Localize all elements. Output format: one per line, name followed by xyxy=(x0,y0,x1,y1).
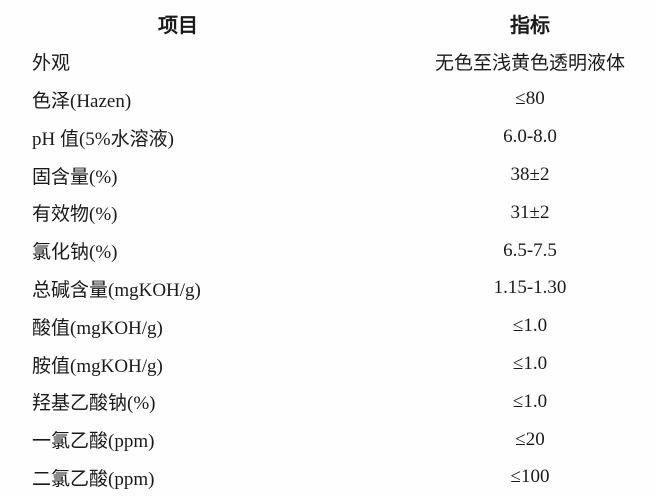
item-cell: 一氯乙酸(ppm) xyxy=(32,431,155,453)
spec-cell: ≤100 xyxy=(510,466,550,488)
table-row: 胺值(mgKOH/g) ≤1.0 xyxy=(0,345,654,383)
spec-cell: 1.15-1.30 xyxy=(493,277,567,299)
item-cell: 二氯乙酸(ppm) xyxy=(32,468,155,490)
item-cell: 有效物(%) xyxy=(32,204,118,226)
table-row: 羟基乙酸钠(%) ≤1.0 xyxy=(0,383,654,421)
spec-cell: 无色至浅黄色透明液体 xyxy=(434,53,625,75)
table-row: 一氯乙酸(ppm) ≤20 xyxy=(0,421,654,459)
table-row: 二氯乙酸(ppm) ≤100 xyxy=(0,459,654,496)
spec-cell: 38±2 xyxy=(510,164,550,186)
item-cell: 胺值(mgKOH/g) xyxy=(32,355,163,377)
item-cell: 固含量(%) xyxy=(32,166,118,188)
spec-cell: ≤1.0 xyxy=(512,315,548,337)
table-row: 总碱含量(mgKOH/g) 1.15-1.30 xyxy=(0,270,654,308)
table-row: 酸值(mgKOH/g) ≤1.0 xyxy=(0,307,654,345)
spec-cell: 6.5-7.5 xyxy=(503,239,557,261)
item-cell: 羟基乙酸钠(%) xyxy=(32,393,156,415)
spec-cell: ≤20 xyxy=(515,428,545,450)
table-row: 氯化钠(%) 6.5-7.5 xyxy=(0,232,654,270)
table-row: pH 值(5%水溶液) 6.0-8.0 xyxy=(0,118,654,156)
table-row: 有效物(%) 31±2 xyxy=(0,194,654,232)
item-column-header: 项目 xyxy=(158,15,198,38)
item-cell: 外观 xyxy=(32,53,71,75)
spec-cell: ≤80 xyxy=(515,88,545,110)
spec-cell: 6.0-8.0 xyxy=(503,126,557,148)
spec-cell: ≤1.0 xyxy=(512,353,548,375)
table-row: 固含量(%) 38±2 xyxy=(0,156,654,194)
item-cell: pH 值(5%水溶液) xyxy=(32,128,174,150)
spec-table: 项目 指标 外观 无色至浅黄色透明液体 色泽(Hazen) ≤80 pH 值(5… xyxy=(0,5,654,496)
item-cell: 总碱含量(mgKOH/g) xyxy=(32,279,201,301)
item-cell: 氯化钠(%) xyxy=(32,242,118,264)
header-row: 项目 指标 xyxy=(0,5,654,43)
item-cell: 色泽(Hazen) xyxy=(32,90,132,112)
table-row: 色泽(Hazen) ≤80 xyxy=(0,81,654,119)
spec-cell: ≤1.0 xyxy=(512,390,548,412)
spec-cell: 31±2 xyxy=(510,201,550,223)
table-row: 外观 无色至浅黄色透明液体 xyxy=(0,43,654,81)
spec-column-header: 指标 xyxy=(510,15,550,38)
item-cell: 酸值(mgKOH/g) xyxy=(32,317,163,339)
